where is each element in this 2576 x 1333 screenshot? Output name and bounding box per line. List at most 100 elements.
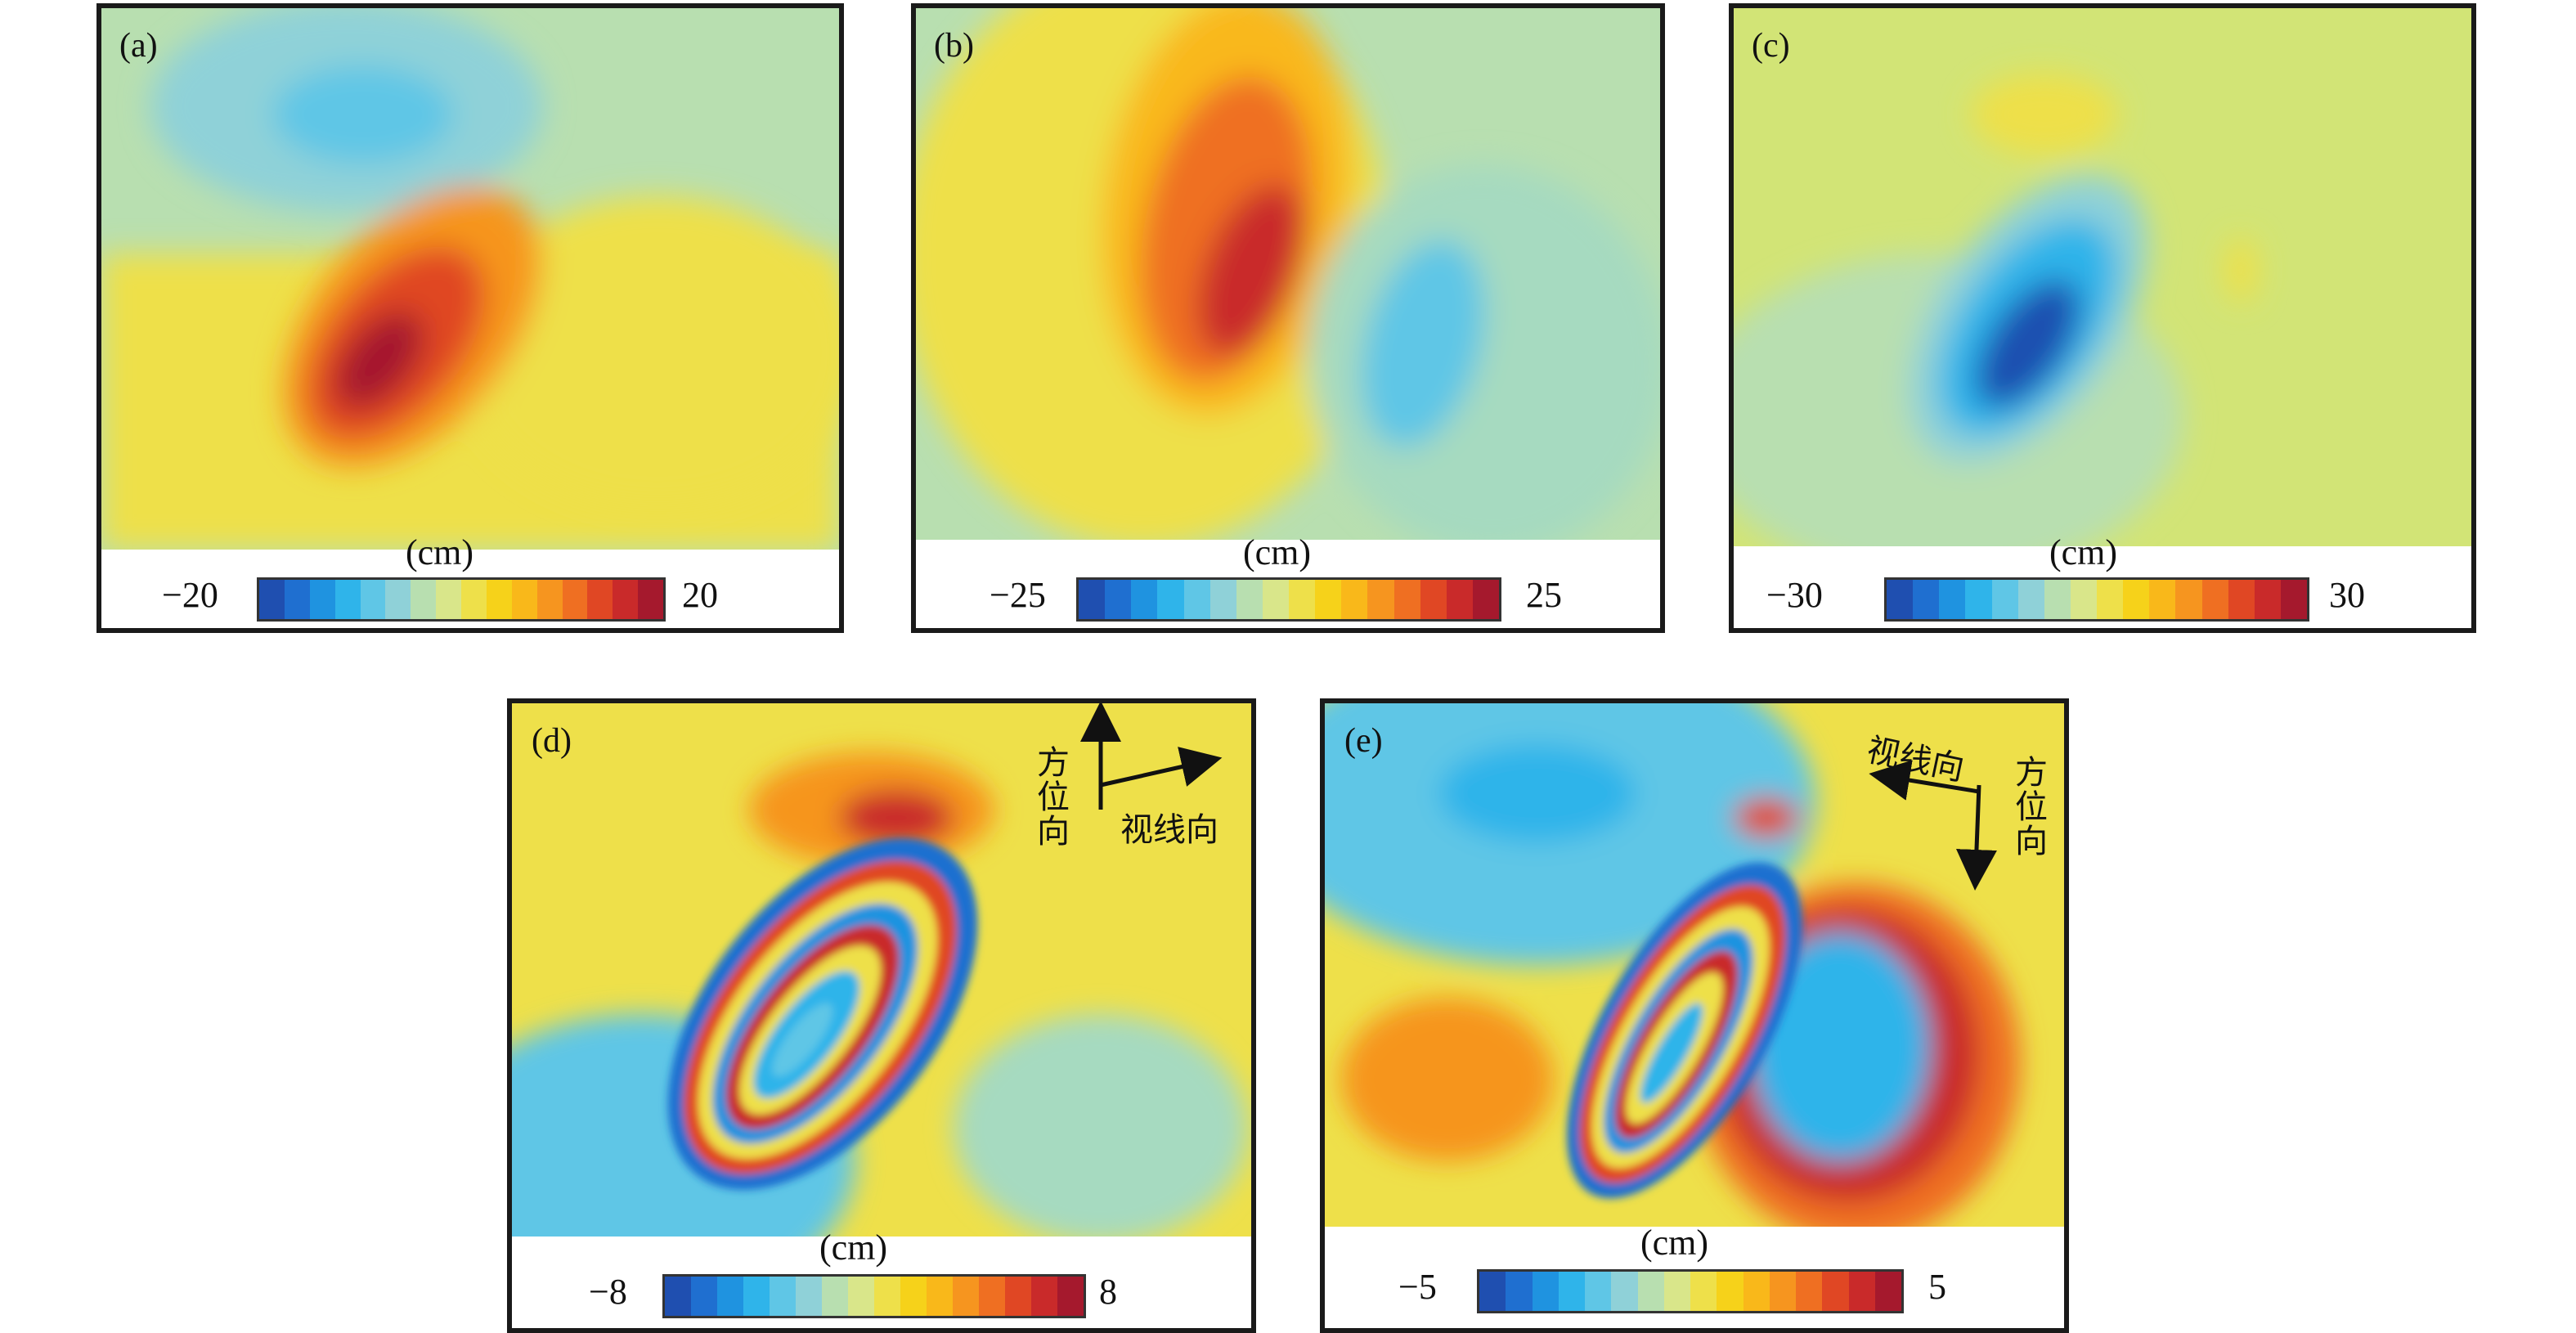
- colorbar-swatch: [562, 580, 588, 619]
- colorbar-swatch: [874, 1277, 900, 1316]
- map-d: [512, 703, 1251, 1237]
- colorbar-max-label: 25: [1526, 575, 1562, 615]
- colorbar-swatch: [1663, 1272, 1690, 1311]
- direction-arrows: [1080, 703, 1223, 810]
- colorbar-swatch: [1472, 580, 1499, 619]
- unit-label: (cm): [1640, 1223, 1709, 1263]
- colorbar-swatch: [1913, 580, 1940, 619]
- colorbar-swatch: [1717, 1272, 1744, 1311]
- panel-label: (a): [119, 27, 158, 65]
- colorbar-swatch: [1315, 580, 1342, 619]
- colorbar-swatch: [1341, 580, 1368, 619]
- colorbar-swatch: [848, 1277, 874, 1316]
- colorbar-swatch: [1848, 1272, 1875, 1311]
- map-a: [101, 8, 839, 550]
- colorbar-swatch: [1446, 580, 1473, 619]
- low-lobe-inner: [1361, 240, 1485, 447]
- colorbar-swatch: [691, 1277, 717, 1316]
- colorbar-swatch: [1479, 1272, 1506, 1311]
- panel-d: (d) 方位向 视线向 (cm) −8 8: [507, 698, 1256, 1333]
- colorbar-swatch: [360, 580, 386, 619]
- colorbar-swatch: [2254, 580, 2281, 619]
- colorbar: [1477, 1269, 1904, 1313]
- los-label: 视线向: [1120, 811, 1218, 849]
- colorbar-min-label: −30: [1766, 575, 1823, 615]
- colorbar-swatch: [2097, 580, 2124, 619]
- colorbar-swatch: [1057, 1277, 1084, 1316]
- map-b: [916, 8, 1660, 540]
- colorbar-swatch: [953, 1277, 979, 1316]
- colorbar-swatch: [796, 1277, 822, 1316]
- colorbar-swatch: [536, 580, 563, 619]
- panel-e: (e) 视线向 方位向 (cm) −5 5: [1320, 698, 2069, 1333]
- colorbar-swatch: [1743, 1272, 1770, 1311]
- colorbar-swatch: [979, 1277, 1005, 1316]
- colorbar-swatch: [486, 580, 512, 619]
- panel-a: (a) (cm) −20 20: [96, 3, 844, 633]
- azimuth-label: 方位向: [1037, 744, 1070, 851]
- colorbar-swatch: [1367, 580, 1394, 619]
- colorbar-swatch: [900, 1277, 927, 1316]
- colorbar-swatch: [284, 580, 310, 619]
- panel-label: (d): [532, 722, 572, 760]
- colorbar-swatch: [1991, 580, 2018, 619]
- panel-label: (c): [1752, 27, 1790, 65]
- colorbar-swatch: [2201, 580, 2228, 619]
- colorbar-swatch: [309, 580, 335, 619]
- high-lobe-core: [334, 311, 424, 409]
- colorbar-swatch: [1209, 580, 1236, 619]
- colorbar-swatch: [1157, 580, 1184, 619]
- colorbar-swatch: [613, 580, 639, 619]
- colorbar-swatch: [1532, 1272, 1559, 1311]
- panel-label: (e): [1344, 722, 1383, 760]
- azimuth-arrow: [1955, 784, 1997, 891]
- colorbar-swatch: [334, 580, 361, 619]
- colorbar-swatch: [511, 580, 537, 619]
- colorbar-swatch: [587, 580, 613, 619]
- colorbar-swatch: [1183, 580, 1210, 619]
- colorbar: [1076, 577, 1501, 622]
- colorbar-swatch: [1558, 1272, 1585, 1311]
- high-lobe-core: [1197, 184, 1305, 356]
- unit-label: (cm): [2049, 532, 2118, 572]
- colorbar: [1884, 577, 2309, 622]
- colorbar-swatch: [2123, 580, 2150, 619]
- colorbar-swatch: [1289, 580, 1316, 619]
- colorbar-swatch: [2017, 580, 2044, 619]
- azimuth-label: 方位向: [2015, 754, 2048, 860]
- colorbar-swatch: [411, 580, 437, 619]
- colorbar-max-label: 8: [1099, 1272, 1117, 1312]
- colorbar-swatch: [1585, 1272, 1612, 1311]
- colorbar-swatch: [259, 580, 285, 619]
- colorbar-swatch: [385, 580, 411, 619]
- unit-label: (cm): [819, 1228, 888, 1268]
- colorbar-swatch: [1393, 580, 1420, 619]
- low-lobe: [1750, 932, 1930, 1161]
- fringe-core: [1640, 1003, 1703, 1103]
- panel-label: (b): [934, 27, 974, 65]
- map-c: [1734, 8, 2471, 546]
- colorbar-swatch: [2280, 580, 2307, 619]
- los-arrow: [1869, 760, 1980, 801]
- low-lobe-outer: [1308, 164, 1660, 540]
- colorbar-swatch: [1769, 1272, 1796, 1311]
- colorbar-swatch: [1079, 580, 1106, 619]
- colorbar-swatch: [2149, 580, 2176, 619]
- low-lobe-inner: [273, 65, 453, 164]
- colorbar-swatch: [1611, 1272, 1638, 1311]
- colorbar-swatch: [2070, 580, 2097, 619]
- colorbar-swatch: [1506, 1272, 1533, 1311]
- map-e: [1325, 703, 2064, 1227]
- colorbar-swatch: [1131, 580, 1158, 619]
- colorbar-swatch: [2175, 580, 2202, 619]
- colorbar-swatch: [1637, 1272, 1664, 1311]
- colorbar-max-label: 30: [2329, 575, 2365, 615]
- colorbar-swatch: [770, 1277, 796, 1316]
- colorbar-min-label: −8: [589, 1272, 627, 1312]
- panel-c: (c) (cm) −30 30: [1729, 3, 2476, 633]
- colorbar-swatch: [436, 580, 461, 619]
- colorbar-swatch: [638, 580, 663, 619]
- colorbar: [257, 577, 666, 622]
- colorbar: [662, 1274, 1086, 1318]
- colorbar-min-label: −5: [1398, 1267, 1437, 1307]
